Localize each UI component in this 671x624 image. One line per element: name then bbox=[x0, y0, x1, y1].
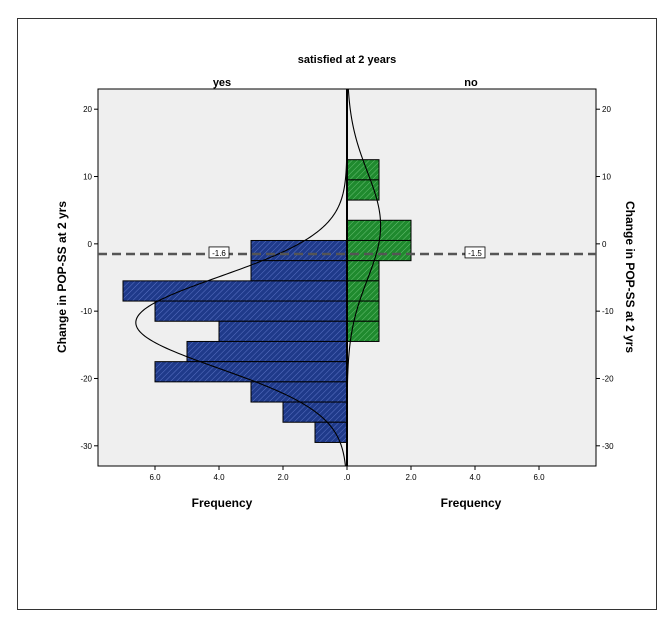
xtick-label-right-1: 4.0 bbox=[469, 473, 481, 482]
y-ticks-group: 20 20 10 10 0 0 -10 -10 -20 -20 -30 -30 bbox=[80, 105, 614, 451]
bar-no-7 bbox=[346, 300, 380, 322]
ytick-label-right-20: 20 bbox=[602, 105, 611, 114]
bar-yes-7 bbox=[250, 381, 348, 403]
ytick-label-left--20: -20 bbox=[80, 374, 92, 383]
bar-yes-5 bbox=[186, 340, 348, 363]
x-axis-label-left: Frequency bbox=[192, 496, 253, 510]
chart-frame: -1.6 -1.5 20 20 10 10 0 0 -10 -10 -20 -20 -30 -30 6.… bbox=[17, 18, 657, 610]
bar-no-5 bbox=[346, 260, 380, 282]
x-axis-label-right: Frequency bbox=[441, 496, 502, 510]
ytick-label-right--20: -20 bbox=[602, 374, 614, 383]
mean-label-no: -1.5 bbox=[464, 246, 486, 259]
panel-label-yes: yes bbox=[213, 77, 231, 89]
bar-no-3 bbox=[346, 219, 412, 241]
chart-title: satisfied at 2 years bbox=[298, 54, 396, 66]
xtick-label-right-0: 2.0 bbox=[405, 473, 417, 482]
panel-no-bg bbox=[347, 89, 596, 466]
ytick-label-left-20: 20 bbox=[83, 105, 92, 114]
y-axis-label-left: Change in POP-SS at 2 yrs bbox=[55, 201, 69, 353]
bar-yes-6 bbox=[154, 361, 348, 383]
bar-yes-4 bbox=[218, 320, 348, 342]
ytick-label-left--30: -30 bbox=[80, 442, 92, 451]
chart-svg: -1.6 -1.5 20 20 10 10 0 0 -10 -10 -20 -20 -30 -30 6.… bbox=[55, 54, 637, 510]
mean-label-yes: -1.6 bbox=[208, 246, 230, 259]
panel-label-no: no bbox=[464, 77, 478, 89]
xtick-label-left-0: 6.0 bbox=[149, 473, 161, 482]
svg-text:-1.6: -1.6 bbox=[212, 249, 226, 258]
ytick-label-right-10: 10 bbox=[602, 173, 611, 182]
y-axis-label-right: Change in POP-SS at 2 yrs bbox=[623, 201, 637, 353]
bar-yes-2 bbox=[122, 280, 348, 302]
xtick-label-left-3: .0 bbox=[344, 473, 351, 482]
xtick-label-left-2: 2.0 bbox=[277, 473, 289, 482]
ytick-label-left--10: -10 bbox=[80, 307, 92, 316]
mean-labels-group: -1.6 -1.5 bbox=[208, 246, 486, 259]
svg-text:-1.5: -1.5 bbox=[468, 249, 482, 258]
ytick-label-right--30: -30 bbox=[602, 442, 614, 451]
bar-no-0 bbox=[346, 159, 380, 181]
ytick-label-left-0: 0 bbox=[88, 240, 93, 249]
ytick-label-left-10: 10 bbox=[83, 173, 92, 182]
xtick-label-left-1: 4.0 bbox=[213, 473, 225, 482]
ytick-label-right--10: -10 bbox=[602, 307, 614, 316]
bar-yes-9 bbox=[314, 421, 348, 443]
bar-yes-1 bbox=[250, 260, 348, 282]
ytick-label-right-0: 0 bbox=[602, 240, 607, 249]
xtick-label-right-2: 6.0 bbox=[533, 473, 545, 482]
x-ticks-group: 6.0 4.0 2.0 .0 2.0 4.0 6.0 bbox=[149, 466, 545, 482]
bar-yes-3 bbox=[154, 300, 348, 322]
